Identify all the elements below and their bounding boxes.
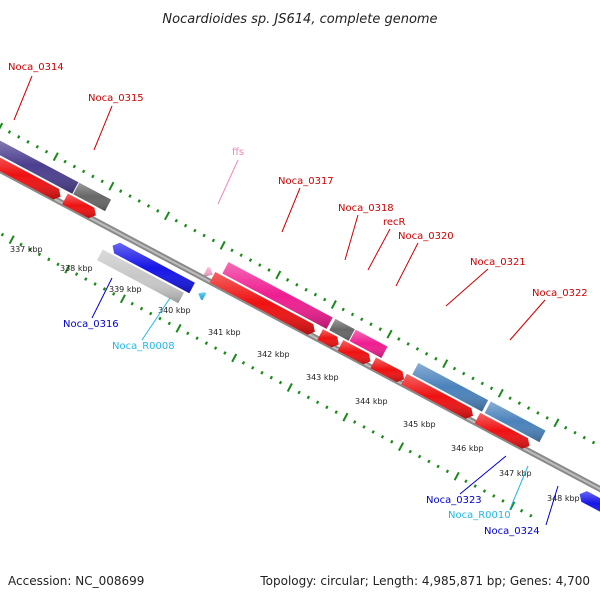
- cds-noca-0317: [209, 272, 315, 335]
- gene-label-noca-0323[interactable]: Noca_0323: [426, 495, 482, 506]
- gene-noca-0317: [222, 262, 333, 329]
- gene-noca-0321: [484, 401, 546, 443]
- genome-summary-text: Topology: circular; Length: 4,985,871 bp…: [259, 574, 590, 588]
- leader-line-noca-0315: [93, 105, 113, 151]
- leader-line-noca-0317: [281, 187, 301, 233]
- gene-label-noca-r0008[interactable]: Noca_R0008: [112, 341, 175, 352]
- scale-label-347-kbp: 347 kbp: [499, 469, 532, 478]
- cds-noca-0315: [62, 193, 96, 219]
- scale-label-344-kbp: 344 kbp: [355, 397, 388, 406]
- leader-line-noca-0320: [395, 242, 419, 287]
- gene-labels: Noca_0314 Noca_0315 Noca_0316 Noca_R0008 ffs…: [8, 62, 588, 537]
- cds-noca-0318: [317, 329, 339, 348]
- scale-label-346-kbp: 346 kbp: [451, 444, 484, 453]
- gene-label-noca-0314[interactable]: Noca_0314: [8, 62, 64, 73]
- leader-line-noca-0324: [545, 485, 559, 526]
- scale-label-337-kbp: 337 kbp: [10, 245, 43, 254]
- gene-noca-0318: [329, 318, 355, 341]
- accession-text: Accession: NC_008699: [8, 574, 144, 588]
- scale-label-339-kbp: 339 kbp: [109, 285, 142, 294]
- scale-label-342-kbp: 342 kbp: [257, 350, 290, 359]
- scale-label-348-kbp: 348 kbp: [547, 494, 580, 503]
- leader-line-ffs: [217, 159, 239, 205]
- scale-labels: 337 kbp 338 kbp 339 kbp 340 kbp 341 kbp 342 k…: [10, 245, 580, 503]
- gene-ffs: [203, 266, 213, 277]
- leader-line-noca-0322: [509, 299, 546, 341]
- leader-line-noca-0323: [459, 455, 507, 495]
- leader-line-noca-0318: [344, 214, 359, 261]
- scale-label-341-kbp: 341 kbp: [208, 328, 241, 337]
- leader-line-recr: [367, 228, 391, 271]
- gene-label-recr[interactable]: recR: [383, 217, 406, 228]
- gene-recr: [349, 329, 388, 358]
- gene-label-noca-r0010[interactable]: Noca_R0010: [448, 510, 511, 521]
- leader-line-noca-r0008: [141, 297, 171, 341]
- gene-label-noca-0321[interactable]: Noca_0321: [470, 257, 526, 268]
- leader-line-noca-0314: [13, 75, 33, 121]
- cds-noca-0320: [401, 373, 473, 419]
- gene-label-noca-0315[interactable]: Noca_0315: [88, 93, 144, 104]
- gene-label-noca-0317[interactable]: Noca_0317: [278, 176, 334, 187]
- gene-noca-0315: [73, 182, 112, 212]
- gene-label-noca-0318[interactable]: Noca_0318: [338, 203, 394, 214]
- gene-label-noca-0322[interactable]: Noca_0322: [532, 288, 588, 299]
- leader-line-noca-0316: [91, 277, 113, 319]
- tick-marks: [0, 122, 596, 518]
- gene-noca-0316: [112, 242, 195, 294]
- gene-label-noca-0316[interactable]: Noca_0316: [63, 319, 119, 330]
- cds-noca-0321: [474, 412, 530, 449]
- gene-label-ffs[interactable]: ffs: [232, 147, 244, 158]
- gene-noca-r0008: [198, 292, 207, 301]
- leader-line-noca-r0010: [509, 465, 529, 510]
- gene-label-noca-0324[interactable]: Noca_0324: [484, 526, 540, 537]
- scale-label-343-kbp: 343 kbp: [306, 373, 339, 382]
- scale-label-340-kbp: 340 kbp: [158, 306, 191, 315]
- leader-line-noca-0321: [445, 268, 489, 307]
- gene-label-noca-0320[interactable]: Noca_0320: [398, 231, 454, 242]
- cds-noca-0314: [0, 157, 61, 200]
- scale-label-345-kbp: 345 kbp: [403, 420, 436, 429]
- cds-noca-0316: [97, 249, 184, 304]
- gene-noca-0314: [0, 140, 79, 194]
- cds-recr-b: [370, 357, 405, 383]
- feature-track: [0, 140, 600, 512]
- gene-noca-0323: [579, 491, 600, 512]
- gene-noca-0320: [412, 363, 489, 412]
- cds-recr: [337, 340, 371, 365]
- scale-label-338-kbp: 338 kbp: [60, 264, 93, 273]
- map-title: Nocardioides sp. JS614, complete genome: [162, 12, 437, 27]
